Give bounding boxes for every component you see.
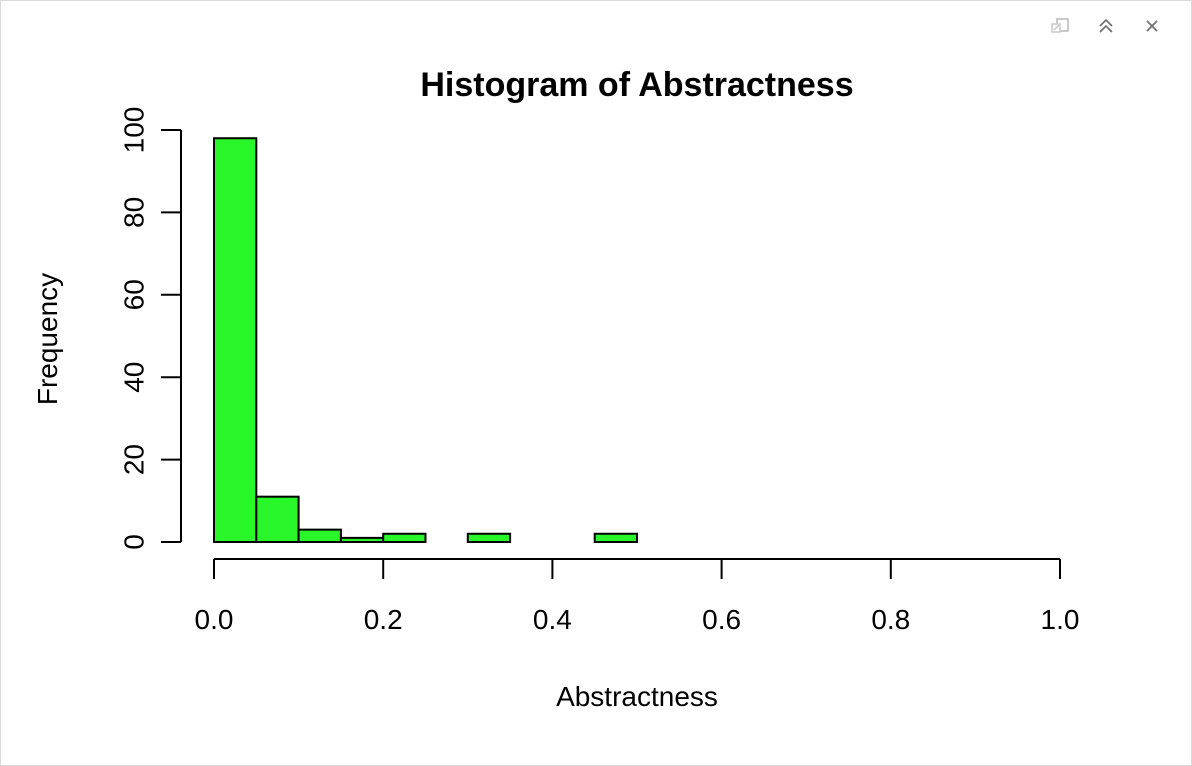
- histogram-bar-1: [255, 495, 300, 543]
- histogram-bar-9: [593, 532, 639, 544]
- y-tick-label-5: 100: [119, 107, 150, 154]
- x-axis-label: Abstractness: [556, 681, 718, 712]
- close-icon[interactable]: [1139, 13, 1165, 39]
- x-axis: 0.0 0.2 0.4 0.6 0.8 1.0: [195, 558, 1080, 635]
- y-axis: 0 20 40 60 80 100: [119, 107, 182, 550]
- x-tick-label-2: 0.4: [533, 604, 572, 635]
- popout-icon[interactable]: [1047, 13, 1073, 39]
- x-tick-label-0: 0.0: [195, 604, 234, 635]
- x-tick-label-3: 0.6: [702, 604, 741, 635]
- x-tick-label-1: 0.2: [364, 604, 403, 635]
- histogram-bar-6: [466, 532, 512, 544]
- x-tick-label-5: 1.0: [1041, 604, 1080, 635]
- y-axis-label: Frequency: [32, 273, 63, 405]
- chart-title: Histogram of Abstractness: [420, 66, 853, 104]
- y-tick-label-4: 80: [119, 197, 150, 228]
- histogram-bars: [213, 137, 639, 544]
- y-tick-label-1: 20: [119, 444, 150, 475]
- histogram-bar-4: [382, 532, 427, 544]
- histogram-bar-0: [213, 137, 258, 544]
- histogram-bar-2: [297, 528, 342, 544]
- plot-toolbar: [1047, 13, 1165, 39]
- y-tick-label-2: 40: [119, 362, 150, 393]
- y-tick-label-0: 0: [119, 534, 150, 550]
- y-tick-label-3: 60: [119, 279, 150, 310]
- histogram-bar-3: [339, 536, 385, 544]
- maximize-icon[interactable]: [1093, 13, 1119, 39]
- x-tick-label-4: 0.8: [871, 604, 910, 635]
